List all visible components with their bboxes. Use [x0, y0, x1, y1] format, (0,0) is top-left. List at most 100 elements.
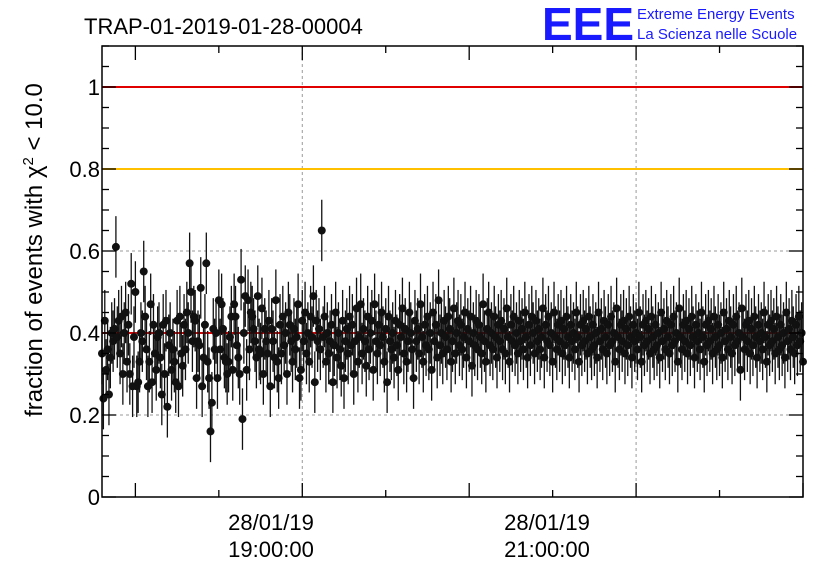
data-point	[131, 288, 140, 296]
data-point	[362, 361, 371, 370]
data-point	[696, 345, 705, 354]
data-point	[519, 345, 528, 354]
data-point	[484, 308, 493, 317]
data-point	[488, 345, 497, 354]
data-point	[380, 357, 389, 366]
data-point	[124, 320, 133, 329]
data-point	[296, 365, 305, 374]
data-point	[356, 300, 365, 309]
data-point	[263, 349, 272, 358]
data-point	[570, 345, 579, 354]
data-point	[234, 353, 243, 362]
data-point	[593, 353, 602, 362]
y-tick-label: 1	[88, 75, 100, 100]
data-point	[501, 349, 510, 358]
data-point	[142, 345, 151, 354]
data-point	[637, 357, 646, 366]
data-point	[138, 337, 147, 346]
data-point	[217, 300, 226, 309]
data-point	[737, 304, 746, 313]
data-point	[700, 357, 709, 366]
data-point	[281, 329, 290, 337]
eee-logo-line2: La Scienza nelle Scuole	[637, 26, 797, 43]
data-point	[402, 357, 411, 366]
data-point	[687, 312, 696, 321]
data-point	[433, 353, 442, 362]
data-point	[264, 316, 273, 325]
data-point	[301, 308, 310, 317]
data-point	[245, 345, 254, 354]
data-point	[447, 357, 456, 366]
data-point	[184, 329, 193, 337]
data-point	[562, 312, 571, 321]
data-point	[145, 357, 154, 366]
data-point	[530, 349, 539, 358]
data-point	[206, 427, 215, 436]
data-point	[175, 312, 184, 321]
data-point	[448, 337, 457, 346]
y-tick-label: 0	[88, 485, 100, 510]
data-point	[277, 349, 286, 358]
data-point	[187, 288, 196, 296]
data-point	[111, 242, 120, 251]
data-point	[355, 333, 364, 342]
data-point	[423, 312, 432, 321]
data-point	[416, 300, 425, 309]
data-point	[259, 370, 268, 378]
data-point	[166, 329, 175, 337]
data-point	[444, 312, 453, 321]
data-point	[129, 333, 138, 342]
data-point	[110, 324, 119, 333]
data-point	[182, 308, 191, 317]
data-point	[308, 333, 317, 342]
data-point	[238, 415, 247, 424]
data-point	[376, 341, 385, 350]
data-point	[192, 374, 201, 383]
data-point	[178, 361, 187, 370]
data-point	[271, 296, 280, 305]
data-point	[612, 304, 621, 313]
y-axis-label: fraction of events with χ2 < 10.0	[20, 83, 48, 417]
data-point	[228, 365, 237, 374]
data-point	[359, 324, 368, 333]
data-point	[250, 337, 259, 346]
data-point	[406, 329, 415, 337]
data-point	[291, 345, 300, 354]
data-point	[224, 357, 233, 366]
data-point	[149, 320, 158, 329]
data-point	[235, 370, 244, 378]
data-point	[449, 304, 458, 313]
data-point	[377, 308, 386, 317]
data-point	[431, 320, 440, 329]
data-point	[200, 320, 209, 329]
data-point	[195, 341, 204, 350]
data-point	[202, 259, 211, 268]
data-point	[540, 353, 549, 362]
data-point	[627, 353, 636, 362]
data-point	[116, 349, 125, 358]
data-point	[744, 316, 753, 325]
data-point	[317, 226, 326, 235]
data-point	[139, 267, 148, 276]
data-point	[191, 316, 200, 325]
data-point	[625, 312, 634, 321]
data-point	[409, 374, 418, 383]
data-point	[328, 378, 337, 387]
data-point	[100, 316, 109, 325]
data-point	[477, 349, 486, 358]
data-point	[244, 296, 253, 305]
data-point	[160, 370, 169, 378]
data-point	[127, 279, 136, 288]
data-point	[548, 357, 557, 366]
data-point	[146, 300, 155, 309]
y-tick-label: 0.6	[69, 239, 100, 264]
data-point	[344, 349, 353, 358]
data-point	[398, 304, 407, 313]
data-point	[309, 292, 318, 301]
data-point	[633, 345, 642, 354]
data-point	[381, 324, 390, 333]
data-point	[673, 357, 682, 366]
data-point	[282, 370, 291, 378]
data-point	[366, 329, 375, 337]
data-point	[520, 308, 529, 317]
